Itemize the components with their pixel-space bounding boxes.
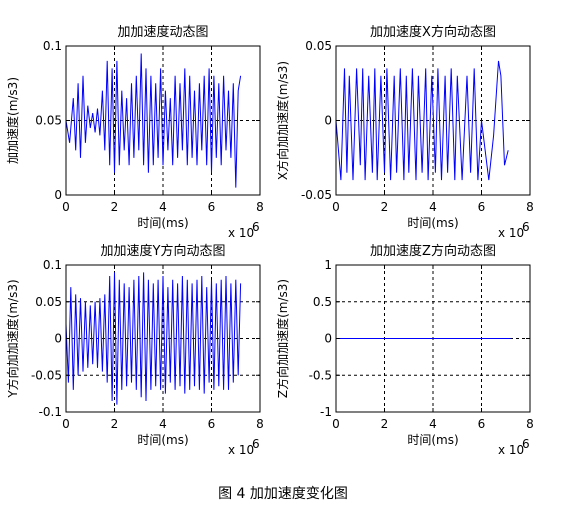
x-tick-label: 4 xyxy=(159,417,167,431)
x-tick-label: 2 xyxy=(111,417,119,431)
y-tick-label: 0.1 xyxy=(43,258,62,272)
y-tick-label: 1 xyxy=(324,258,332,272)
x-exponent-label: x 10 xyxy=(498,226,524,240)
y-tick-label: 0 xyxy=(324,332,332,346)
x-tick-label: 6 xyxy=(478,417,486,431)
figure-caption: 图 4 加加速度变化图 xyxy=(218,486,348,502)
y-tick-label: -0.1 xyxy=(39,405,62,419)
y-tick-label: 0.05 xyxy=(305,39,332,53)
x-axis-label: 时间(ms) xyxy=(137,433,188,447)
chart-title: 加加速度Z方向动态图 xyxy=(370,243,496,259)
x-tick-label: 4 xyxy=(429,200,437,214)
x-exponent-power: 6 xyxy=(522,437,530,451)
chart-panel-jerk: 加加速度动态图 时间(ms) 加加速度(m/s3) x 10 6 0 2 4 6 8 0 0… xyxy=(5,24,264,240)
x-axis-label: 时间(ms) xyxy=(137,216,188,230)
series-line xyxy=(65,272,242,405)
y-tick-label: 0.5 xyxy=(313,295,332,309)
y-tick-label: 0.1 xyxy=(43,39,62,53)
x-tick-label: 2 xyxy=(381,417,389,431)
x-axis-label: 时间(ms) xyxy=(407,216,458,230)
x-tick-label: 6 xyxy=(478,200,486,214)
y-tick-label: -1 xyxy=(320,405,332,419)
y-tick-label: -0.5 xyxy=(309,368,332,382)
x-tick-label: 0 xyxy=(332,200,340,214)
chart-panel-jerk-y: 加加速度Y方向动态图 时间(ms) Y方向加加速度(m/s3) x 10 6 0… xyxy=(5,243,264,457)
y-tick-label: 0.05 xyxy=(35,114,62,128)
x-tick-label: 2 xyxy=(381,200,389,214)
y-axis-label: Y方向加加速度(m/s3) xyxy=(5,279,20,398)
y-axis-label: 加加速度(m/s3) xyxy=(5,77,20,164)
x-tick-label: 0 xyxy=(332,417,340,431)
chart-panel-jerk-z: 加加速度Z方向动态图 时间(ms) Z方向加加速度(m/s3) x 10 6 0… xyxy=(275,243,534,457)
x-exponent-label: x 10 xyxy=(228,226,254,240)
x-tick-label: 4 xyxy=(429,417,437,431)
x-exponent-label: x 10 xyxy=(228,443,254,457)
y-tick-label: -0.05 xyxy=(301,188,332,202)
x-tick-label: 6 xyxy=(208,417,216,431)
x-tick-label: 8 xyxy=(526,200,534,214)
chart-title: 加加速度X方向动态图 xyxy=(370,24,496,40)
chart-title: 加加速度Y方向动态图 xyxy=(101,243,226,259)
x-tick-label: 2 xyxy=(111,200,119,214)
y-axis-label: X方向加加速度(m/s3) xyxy=(275,61,290,180)
x-tick-label: 0 xyxy=(62,417,70,431)
x-exponent-power: 6 xyxy=(252,437,260,451)
chart-panel-jerk-x: 加加速度X方向动态图 时间(ms) X方向加加速度(m/s3) x 10 6 0… xyxy=(275,24,534,240)
series-line xyxy=(65,53,242,188)
chart-title: 加加速度动态图 xyxy=(117,24,208,40)
y-axis-label: Z方向加加速度(m/s3) xyxy=(275,279,290,398)
y-tick-label: -0.05 xyxy=(31,368,62,382)
y-tick-label: 0.05 xyxy=(35,295,62,309)
x-axis-label: 时间(ms) xyxy=(407,433,458,447)
x-exponent-power: 6 xyxy=(522,220,530,234)
x-tick-label: 4 xyxy=(159,200,167,214)
series-line xyxy=(335,60,509,181)
x-exponent-label: x 10 xyxy=(498,443,524,457)
y-tick-label: 0 xyxy=(54,188,62,202)
x-tick-label: 8 xyxy=(256,417,264,431)
x-tick-label: 8 xyxy=(256,200,264,214)
y-tick-label: 0 xyxy=(324,114,332,128)
x-tick-label: 6 xyxy=(208,200,216,214)
x-tick-label: 8 xyxy=(526,417,534,431)
x-exponent-power: 6 xyxy=(252,220,260,234)
y-tick-label: 0 xyxy=(54,332,62,346)
x-tick-label: 0 xyxy=(62,200,70,214)
